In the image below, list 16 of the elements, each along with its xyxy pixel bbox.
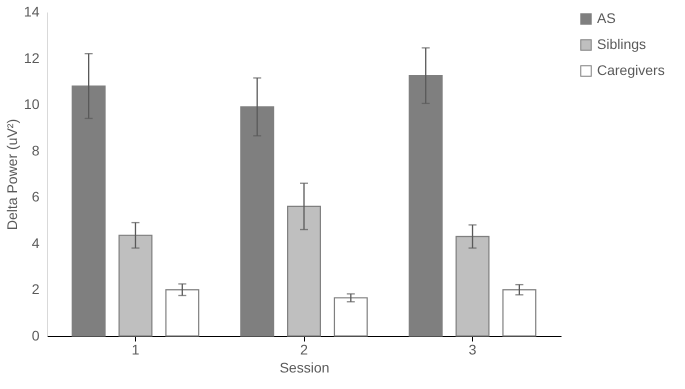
y-tick-label: 4 [32,234,40,251]
legend-label: Caregivers [597,62,665,78]
y-tick-label: 0 [32,328,40,344]
legend-label: AS [597,10,616,26]
y-tick-label: 10 [24,96,40,112]
y-tick-label: 2 [32,281,40,298]
x-tick-label: 1 [132,342,140,358]
x-tick-label: 2 [300,342,308,358]
y-tick-label: 12 [24,50,40,66]
x-tick-label: 3 [468,342,477,358]
y-tick-label: 6 [32,188,40,205]
y-axis-title: Delta Power (uV²) [4,118,20,230]
x-axis-title: Session [280,360,330,376]
legend-label: Siblings [597,36,646,52]
y-tick-label: 14 [24,4,40,20]
y-tick-label: 8 [32,142,40,158]
